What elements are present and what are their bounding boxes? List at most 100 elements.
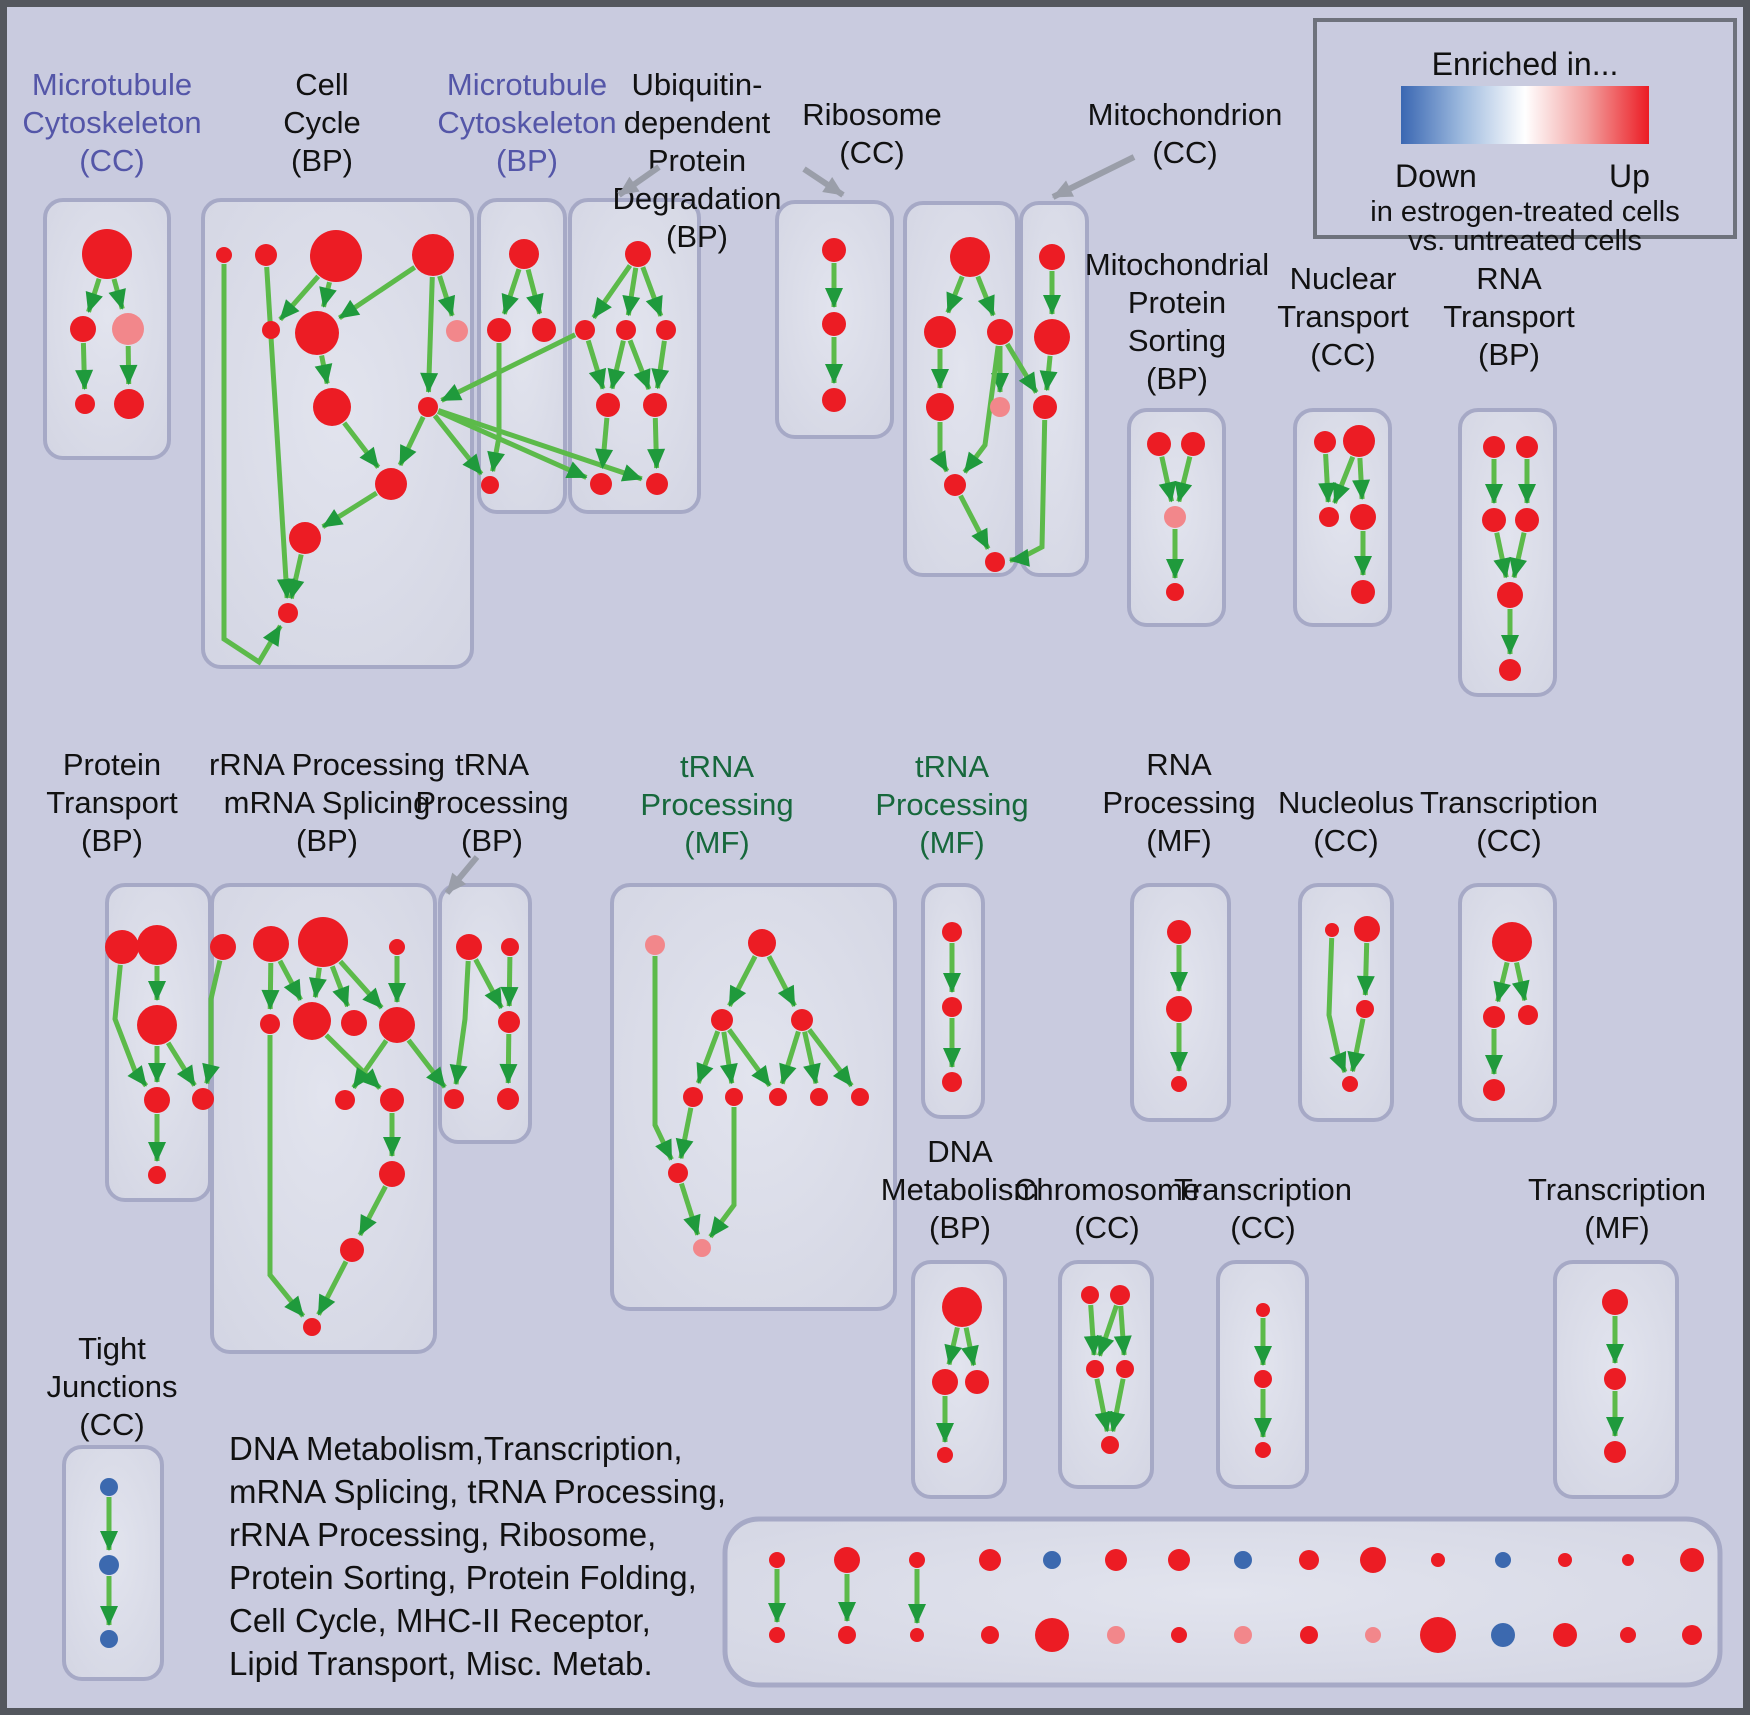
cluster-label-tm: tRNA Processing (MF) [640, 749, 793, 860]
node-tc1-u4 [1483, 1079, 1505, 1101]
legend-up-label: Up [1609, 158, 1650, 194]
node-cc-b9 [418, 397, 438, 417]
misc-node-bottom-4 [1035, 1618, 1069, 1652]
cluster-label-nu: Nucleolus (CC) [1278, 785, 1414, 858]
node-ub-d3 [616, 320, 636, 340]
node-tc2-x3 [1255, 1442, 1271, 1458]
edge-cc.b3-cc.b5 [278, 274, 321, 322]
misc-node-top-5 [1105, 1549, 1127, 1571]
edge-ub.d1-ub.d4 [640, 266, 664, 317]
cluster-label-ub: Ubiquitin-dependent Protein Degradation (BP… [613, 67, 782, 254]
node-mb-c3 [532, 318, 556, 342]
edge-nu.t1-nu.t4 [1326, 937, 1348, 1073]
edge-dm.v1-dm.v2 [944, 1326, 962, 1366]
edge-rr.m11-rr.m12 [357, 1185, 388, 1237]
edge-cc.b10-cc.b11 [321, 490, 378, 529]
node-rp-s1 [1167, 920, 1191, 944]
edge-ub.d1-ub.d2 [591, 264, 633, 320]
node-cc-b10 [375, 468, 407, 500]
misc-node-bottom-6 [1171, 1627, 1187, 1643]
edge-tm.p5-tm.p10 [675, 1107, 694, 1160]
node-ub2-e1 [822, 238, 846, 262]
edge-nt.i1-nt.i3 [1318, 453, 1337, 503]
node-ch-w5 [1101, 1436, 1119, 1454]
edge-dm.v1-dm.v3 [961, 1327, 979, 1367]
misc-cluster-list: DNA Metabolism,Transcription, mRNA Splic… [229, 1427, 726, 1685]
cluster-label-ch: Chromosome (CC) [1014, 1172, 1200, 1245]
edge-ub.d3-ub.d6 [627, 339, 652, 391]
edge-cc.b8-cc.b10 [342, 421, 381, 469]
node-ub-d5 [596, 393, 620, 417]
edge-rb.f3-rb.f6 [962, 345, 1001, 474]
misc-node-bottom-14 [1682, 1625, 1702, 1645]
node-rt-j6 [1499, 659, 1521, 681]
edge-cc.b3-cc.b6 [319, 281, 337, 308]
edge-ch.w4-ch.w5 [1107, 1378, 1126, 1433]
node-ch-w2 [1110, 1285, 1130, 1305]
misc-line: Lipid Transport, Misc. Metab. [229, 1645, 653, 1682]
misc-node-top-2 [909, 1552, 925, 1568]
node-ub-d1 [625, 241, 651, 267]
node-rr-m3 [298, 917, 348, 967]
node-cc-b5 [262, 321, 280, 339]
edge-tm.p2-tm.p3 [727, 955, 758, 1007]
node-tf-y1 [1602, 1289, 1628, 1315]
edge-nt.i2-nt.i4 [1352, 457, 1371, 500]
misc-line: DNA Metabolism,Transcription, [229, 1430, 683, 1467]
cluster-label-rr: rRNA Processing mRNA Splicing (BP) [209, 747, 445, 858]
node-tm-p8 [810, 1088, 828, 1106]
edge-tm.p4-tm.p9 [807, 1028, 854, 1088]
edge-rr.m2-rr.m6 [277, 959, 303, 1001]
edge-ch.w2-ch.w3 [1097, 1304, 1119, 1357]
edge-tb.l3-tb.l5 [499, 1033, 518, 1084]
node-tm-p7 [769, 1088, 787, 1106]
node-rb-f2 [924, 316, 956, 348]
ubiquitin-left-pointer-icon [617, 164, 661, 198]
edge-ub.d1-ub.d3 [622, 267, 641, 317]
edge-rb.f1-rb.f3 [975, 275, 996, 317]
node-tc1-u1 [1492, 922, 1532, 962]
node-ms-h4 [1166, 583, 1184, 601]
nodes [70, 229, 1704, 1653]
node-ms-h1 [1147, 432, 1171, 456]
node-rb-f4 [926, 393, 954, 421]
node-rt-j5 [1497, 582, 1523, 608]
edge-cc.b6-cc.b8 [314, 355, 333, 385]
node-ub-d2 [575, 320, 595, 340]
node-tj-z2 [99, 1555, 119, 1575]
node-rr-m8 [379, 1007, 415, 1043]
misc-node-bottom-3 [981, 1626, 999, 1644]
node-dm-v4 [937, 1447, 953, 1463]
misc-node-top-7 [1234, 1551, 1252, 1569]
node-rr-m7 [341, 1010, 367, 1036]
edge-ch.w1-ch.w3 [1083, 1304, 1102, 1356]
node-tf-y3 [1604, 1441, 1626, 1463]
node-nt-i5 [1351, 580, 1375, 604]
cluster-label-rb: Ribosome (CC) [802, 97, 942, 170]
edge-cc.b1-cc.b12 [221, 264, 283, 666]
edge-mb.c1-mb.c3 [525, 268, 544, 315]
misc-node-top-0 [769, 1552, 785, 1568]
edge-rb.f1-rb.f2 [945, 275, 965, 314]
cluster-label-dm: DNA Metabolism (BP) [881, 1134, 1040, 1245]
edge-cc.b4-cc.b9 [420, 276, 439, 393]
edge-mtcc.n3-mtcc.n5 [119, 345, 138, 385]
node-cc-b4 [412, 234, 454, 276]
misc-line: mRNA Splicing, tRNA Processing, [229, 1473, 727, 1510]
node-cc-b6 [295, 311, 339, 355]
node-tb-l2 [501, 938, 519, 956]
node-pt-k4 [144, 1087, 170, 1113]
node-ch-w1 [1081, 1286, 1099, 1304]
node-tj-z3 [100, 1630, 118, 1648]
misc-node-top-6 [1168, 1549, 1190, 1571]
edge-rb.f6-rb.f7 [958, 494, 991, 550]
edge-tb.l1-tb.l3 [473, 958, 504, 1010]
node-mtcc-n2 [70, 316, 96, 342]
misc-node-top-3 [979, 1549, 1001, 1571]
edge-tm.p10-tm.p11 [679, 1182, 701, 1236]
node-nt-i2 [1343, 425, 1375, 457]
edge-mtcc.n1-mtcc.n3 [108, 278, 126, 310]
edge-ub.d3-ub.d5 [607, 340, 626, 390]
edge-tm.p4-tm.p8 [802, 1031, 821, 1085]
